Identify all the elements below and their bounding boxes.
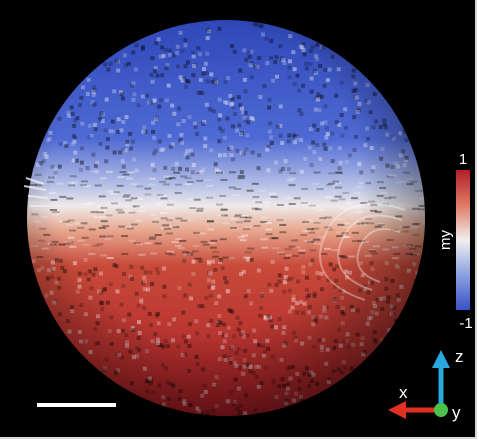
colorbar-min-label: -1 bbox=[459, 315, 472, 332]
scale-bar bbox=[37, 403, 116, 407]
colorbar-quantity-label: my bbox=[437, 230, 454, 250]
arrow-glyph bbox=[317, 393, 322, 398]
colorbar-max-label: 1 bbox=[459, 151, 467, 168]
x-axis-label: x bbox=[399, 383, 408, 402]
axes-triad: z x y bbox=[388, 347, 464, 422]
y-axis-label: y bbox=[452, 403, 461, 422]
colorbar: 1 -1 my bbox=[437, 151, 473, 332]
y-axis-dot-icon bbox=[434, 403, 448, 417]
magnetization-sphere bbox=[23, 20, 425, 416]
arrow-glyph bbox=[294, 403, 299, 408]
vortex-swirl bbox=[319, 202, 406, 301]
x-axis-arrowhead bbox=[388, 401, 406, 419]
arrow-glyph bbox=[408, 295, 413, 300]
z-axis-label: z bbox=[455, 347, 464, 366]
band-wisps bbox=[23, 177, 50, 207]
colorbar-gradient bbox=[456, 170, 470, 310]
sphere-shading bbox=[27, 20, 425, 416]
z-axis-arrowhead bbox=[432, 350, 450, 368]
